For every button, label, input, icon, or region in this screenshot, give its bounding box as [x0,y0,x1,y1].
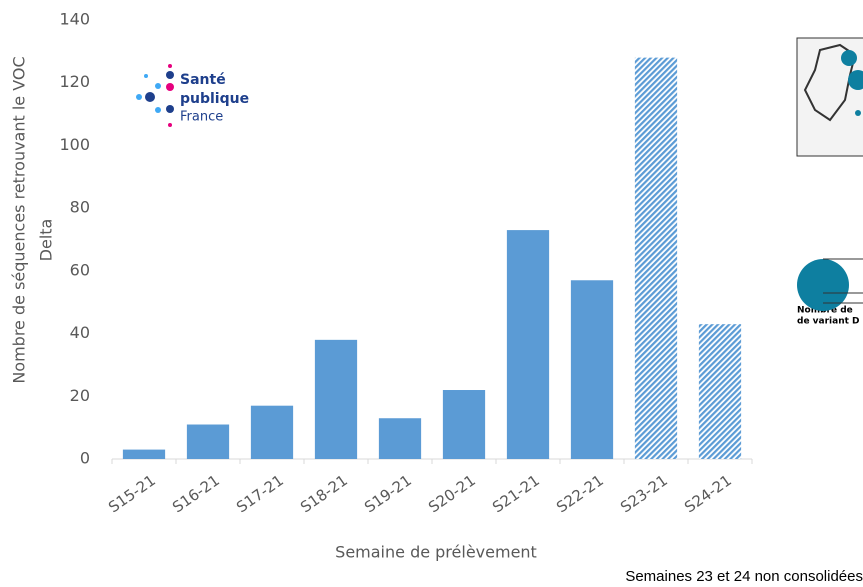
y-tick-label: 0 [80,449,90,468]
y-tick-label: 60 [70,260,90,279]
footnote: Semaines 23 et 24 non consolidées [625,568,863,585]
legend-text: de variant D [797,317,860,327]
y-axis-title: Delta [37,219,56,262]
y-axis-title: Nombre de séquences retrouvant le VOC [10,56,29,383]
x-tick-label: S18-21 [297,471,351,516]
x-tick-label: S22-21 [553,471,607,516]
y-tick-label: 120 [59,72,90,91]
bar [698,324,742,459]
x-axis-title: Semaine de prélèvement [335,543,537,562]
y-tick-label: 140 [59,10,90,29]
bar [634,57,678,459]
y-tick-label: 40 [70,323,90,342]
bar [570,280,614,459]
x-tick-label: S15-21 [105,471,159,516]
y-tick-label: 20 [70,386,90,405]
bar [186,424,230,459]
bar [314,339,358,459]
bar [442,390,486,459]
y-tick-label: 100 [59,135,90,154]
x-tick-label: S20-21 [425,471,479,516]
legend-bubbles [797,258,863,311]
bar [506,230,550,459]
x-tick-label: S21-21 [489,471,543,516]
x-tick-label: S23-21 [617,471,671,516]
bar [122,449,166,459]
x-tick-label: S17-21 [233,471,287,516]
logo-text: publique [180,91,249,107]
logo-text: France [180,110,223,125]
map-inset [796,37,863,157]
logo: Santé publique France [136,64,249,127]
bar [378,418,422,459]
logo-text: Santé [180,72,226,88]
x-tick-label: S24-21 [681,471,735,516]
x-tick-label: S16-21 [169,471,223,516]
y-tick-label: 80 [70,198,90,217]
bar [250,405,294,459]
x-tick-label: S19-21 [361,471,415,516]
